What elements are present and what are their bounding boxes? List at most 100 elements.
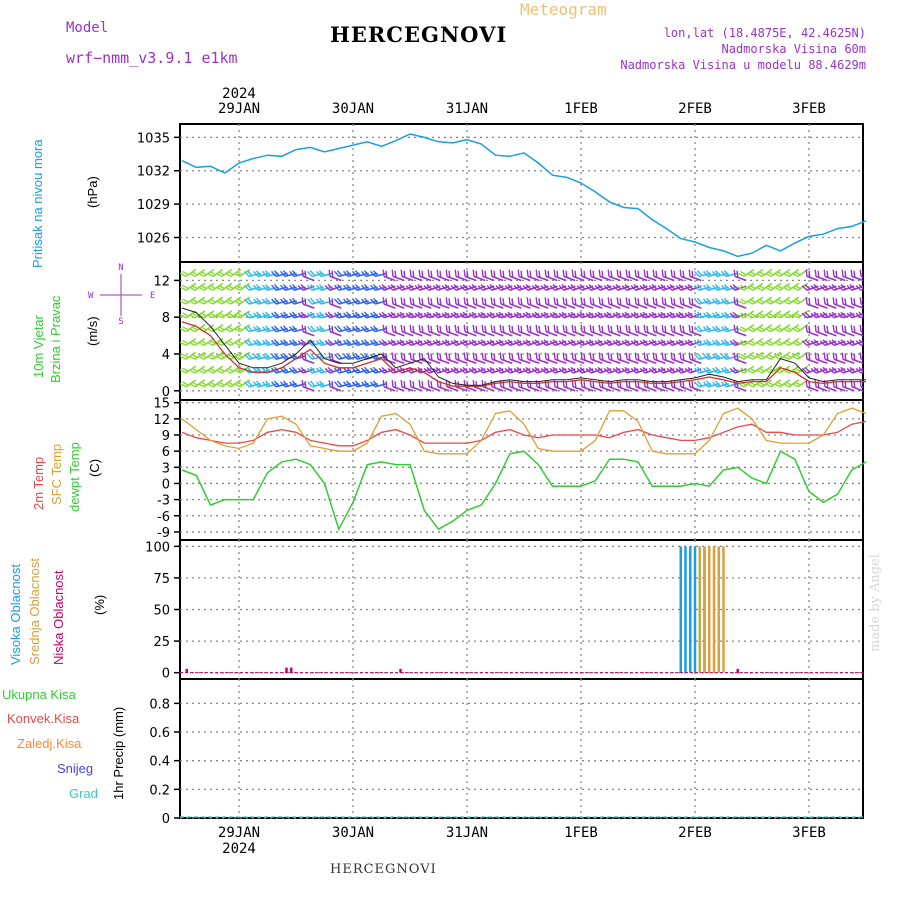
barb-shaft xyxy=(536,358,549,365)
barb-shaft xyxy=(401,303,414,309)
barb-flag xyxy=(450,367,457,374)
wind-barb xyxy=(301,297,315,309)
barb-flag xyxy=(318,311,325,318)
barb-shaft xyxy=(473,303,486,309)
barb-flag xyxy=(215,369,223,374)
barb-flag xyxy=(755,355,763,360)
barb-flag xyxy=(733,352,736,360)
barb-flag xyxy=(421,325,424,333)
barb-flag xyxy=(746,355,754,360)
barb-flag xyxy=(273,283,280,290)
wind-barb xyxy=(571,269,585,282)
barb-flag xyxy=(334,353,340,360)
barb-shaft xyxy=(833,275,846,282)
pressure-unit: (hPa) xyxy=(85,176,100,208)
barb-shaft xyxy=(374,272,387,278)
barb-flag xyxy=(412,298,415,306)
barb-flag xyxy=(363,352,370,359)
barb-flag xyxy=(244,381,250,388)
barb-flag xyxy=(841,269,844,277)
barb-flag xyxy=(678,284,685,290)
barb-flag xyxy=(378,285,385,291)
barb-shaft xyxy=(527,330,540,337)
barb-flag xyxy=(197,355,205,360)
barb-flag xyxy=(691,270,694,278)
barb-flag xyxy=(782,369,790,374)
barb-flag xyxy=(372,283,379,290)
barb-flag xyxy=(732,284,739,290)
barb-flag xyxy=(823,269,826,277)
barb-flag xyxy=(280,326,286,333)
barb-flag xyxy=(859,297,862,305)
barb-flag xyxy=(462,339,469,345)
barb-flag xyxy=(785,298,792,303)
barb-flag xyxy=(696,352,703,359)
barb-flag xyxy=(432,367,439,374)
barb-flag xyxy=(740,339,747,345)
barb-flag xyxy=(354,339,361,346)
barb-flag xyxy=(736,270,739,278)
barb-flag xyxy=(549,340,556,346)
barb-flag xyxy=(607,297,610,305)
barb-flag xyxy=(412,353,415,361)
barb-flag xyxy=(828,340,835,346)
barb-shaft xyxy=(689,275,702,282)
barb-shaft xyxy=(752,310,764,319)
barb-flag xyxy=(794,381,801,386)
barb-flag xyxy=(484,270,487,278)
barb-flag xyxy=(805,380,808,387)
barb-flag xyxy=(246,283,253,290)
barb-shaft xyxy=(518,303,531,309)
wind-barb xyxy=(180,379,197,388)
barb-flag xyxy=(764,341,772,347)
barb-flag xyxy=(484,298,487,306)
wind-barb xyxy=(814,269,828,282)
barb-flag xyxy=(426,366,433,373)
barb-shaft xyxy=(203,351,215,360)
barb-flag xyxy=(782,272,790,278)
wind-barb xyxy=(206,310,224,319)
barb-shaft xyxy=(428,386,441,392)
pressure-line xyxy=(181,133,867,258)
barb-flag xyxy=(813,284,820,290)
barb-flag xyxy=(621,340,628,346)
barb-shaft xyxy=(419,303,432,309)
barb-shaft xyxy=(212,365,224,374)
barb-flag xyxy=(729,312,736,319)
barb-flag xyxy=(703,326,709,333)
barb-shaft xyxy=(743,351,755,360)
barb-flag xyxy=(370,381,376,388)
barb-shaft xyxy=(851,330,863,337)
barb-flag xyxy=(282,311,289,318)
barb-flag xyxy=(794,312,801,317)
barb-flag xyxy=(660,311,667,318)
barb-flag xyxy=(328,269,331,277)
barb-shaft xyxy=(329,386,342,392)
model-label: Model xyxy=(66,20,109,36)
barb-flag xyxy=(200,270,207,276)
barb-shaft xyxy=(590,358,603,365)
barb-flag xyxy=(855,312,862,319)
barb-shaft xyxy=(455,275,468,282)
barb-flag xyxy=(758,339,765,345)
barb-flag xyxy=(682,325,685,333)
barb-shaft xyxy=(527,358,540,365)
barb-flag xyxy=(309,380,316,387)
barb-shaft xyxy=(635,386,648,392)
barb-flag xyxy=(197,382,205,388)
barb-flag xyxy=(233,272,241,278)
barb-flag xyxy=(361,353,367,360)
barb-flag xyxy=(574,270,577,278)
barb-flag xyxy=(598,324,601,332)
barb-flag xyxy=(504,340,511,346)
barb-flag xyxy=(661,352,664,360)
wind-barb xyxy=(791,268,809,278)
barb-shaft xyxy=(221,324,233,333)
barb-shaft xyxy=(545,386,558,392)
wind-barb xyxy=(773,282,791,291)
barb-flag xyxy=(571,352,574,360)
barb-flag xyxy=(233,300,241,305)
barb-flag xyxy=(418,324,421,332)
barb-flag xyxy=(426,311,433,318)
barb-flag xyxy=(534,366,541,373)
